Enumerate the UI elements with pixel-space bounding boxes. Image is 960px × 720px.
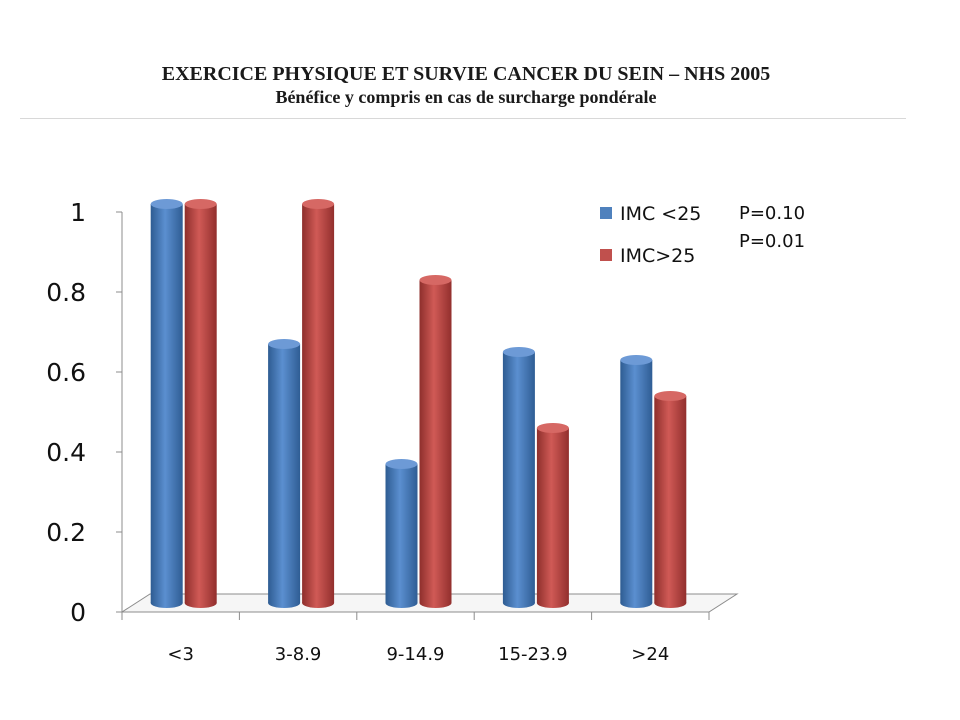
legend-swatch-imc-lt25 xyxy=(600,207,612,219)
x-category-label: 9-14.9 xyxy=(386,644,444,665)
bar-imc-lt25 xyxy=(620,355,653,608)
y-tick-label: 0.4 xyxy=(46,438,86,467)
chart-title-block: EXERCICE PHYSIQUE ET SURVIE CANCER DU SE… xyxy=(0,62,932,108)
y-tick-label: 0.2 xyxy=(46,518,86,547)
bar-imc-gt25 xyxy=(184,199,217,608)
y-tick-label: 0 xyxy=(70,598,86,627)
bar-imc-gt25 xyxy=(654,391,687,608)
legend-label-imc-lt25: IMC <25 xyxy=(620,203,701,225)
bar-imc-lt25 xyxy=(268,339,301,608)
bar-imc-gt25 xyxy=(302,199,335,608)
p-value-imc-gt25: P=0.01 xyxy=(739,231,805,252)
x-category-label: 15-23.9 xyxy=(498,644,567,665)
legend: IMC <25 IMC>25 xyxy=(600,203,701,267)
chart-title: EXERCICE PHYSIQUE ET SURVIE CANCER DU SE… xyxy=(161,63,771,85)
legend-label-imc-gt25: IMC>25 xyxy=(620,245,695,267)
y-tick-label: 0.6 xyxy=(46,358,86,387)
x-category-label: <3 xyxy=(167,644,194,665)
title-divider xyxy=(20,118,906,119)
bar-imc-lt25 xyxy=(502,347,535,608)
bar-imc-lt25 xyxy=(150,199,183,608)
bar-imc-lt25 xyxy=(385,459,418,608)
x-category-label: >24 xyxy=(631,644,669,665)
chart-subtitle: Bénéfice y compris en cas de surcharge p… xyxy=(275,87,657,107)
y-tick-label: 1 xyxy=(70,198,86,227)
bar-imc-gt25 xyxy=(536,423,569,608)
legend-swatch-imc-gt25 xyxy=(600,249,612,261)
y-tick-label: 0.8 xyxy=(46,278,86,307)
p-value-imc-lt25: P=0.10 xyxy=(739,203,805,224)
x-category-label: 3-8.9 xyxy=(275,644,322,665)
bar-imc-gt25 xyxy=(419,275,452,608)
